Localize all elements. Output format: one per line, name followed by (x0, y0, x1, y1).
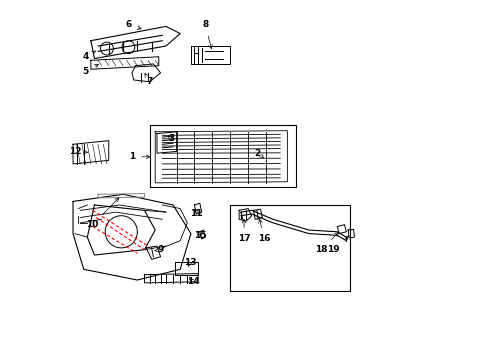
Bar (230, 205, 349, 291)
Bar (149, 125, 296, 187)
Text: 3: 3 (168, 134, 174, 143)
Text: 4: 4 (82, 51, 95, 61)
Text: 7: 7 (144, 73, 153, 86)
Text: 15: 15 (193, 231, 205, 240)
Text: 17: 17 (238, 219, 250, 243)
Text: 13: 13 (183, 258, 196, 267)
Text: 14: 14 (187, 277, 200, 286)
Text: 5: 5 (82, 64, 98, 76)
Text: 19: 19 (326, 236, 348, 254)
Text: 1: 1 (128, 152, 149, 161)
Text: 16: 16 (257, 219, 270, 243)
Text: 6: 6 (125, 20, 141, 30)
Text: 9: 9 (154, 245, 163, 254)
Text: 18: 18 (314, 233, 338, 254)
Text: 11: 11 (190, 209, 202, 219)
Text: 12: 12 (68, 147, 88, 156)
Text: 10: 10 (86, 198, 119, 229)
Text: 2: 2 (253, 149, 263, 158)
Text: 8: 8 (202, 20, 212, 49)
